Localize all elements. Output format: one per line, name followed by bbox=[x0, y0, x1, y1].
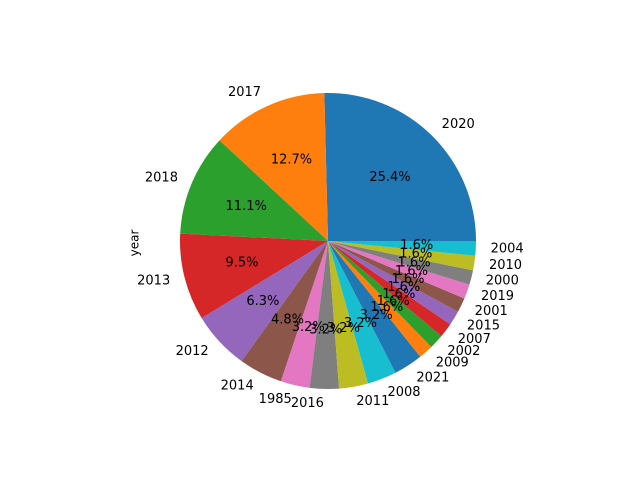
percent-label-2020: 25.4% bbox=[369, 170, 410, 185]
category-label-2004: 2004 bbox=[491, 242, 524, 257]
category-label-2019: 2019 bbox=[481, 289, 514, 304]
pie-labels: 2020 25.4% 2017 12.7% 2018 11.1% 2013 9.5% 2012 6… bbox=[137, 85, 524, 411]
category-label-2016: 2016 bbox=[291, 396, 324, 411]
category-label-2009: 2009 bbox=[436, 356, 469, 371]
pie-slice-2007 bbox=[328, 241, 451, 337]
pie-slice-2016 bbox=[309, 241, 340, 389]
pie-slice-1985 bbox=[280, 241, 328, 388]
category-label-2001: 2001 bbox=[475, 304, 508, 319]
pie-slice-2010 bbox=[328, 241, 476, 271]
y-axis-label: year bbox=[128, 230, 142, 257]
pie-slice-2000 bbox=[328, 241, 474, 285]
percent-label-2000: 1.6% bbox=[398, 255, 431, 270]
percent-label-2002: 1.6% bbox=[377, 294, 410, 309]
pie-slice-2019 bbox=[328, 241, 470, 299]
pie-slice-2021 bbox=[328, 241, 421, 373]
percent-label-2008: 3.2% bbox=[344, 316, 377, 331]
pie-slice-2017 bbox=[219, 93, 328, 242]
percent-label-2021: 3.2% bbox=[360, 308, 393, 323]
pie-slice-2012 bbox=[201, 241, 328, 362]
pie-slice-2013 bbox=[180, 233, 328, 319]
category-label-2018: 2018 bbox=[145, 170, 178, 185]
percent-label-2014: 4.8% bbox=[271, 313, 304, 328]
category-label-2020: 2020 bbox=[442, 117, 475, 132]
percent-label-2007: 1.6% bbox=[382, 287, 415, 302]
percent-label-2009: 1.6% bbox=[370, 300, 403, 315]
pie-slice-2001 bbox=[328, 241, 465, 312]
percent-label-2011: 3.2% bbox=[327, 321, 360, 336]
pie-slices bbox=[180, 92, 476, 389]
percent-label-2001: 1.6% bbox=[391, 272, 424, 287]
category-label-2008: 2008 bbox=[387, 385, 420, 400]
category-label-1985: 1985 bbox=[259, 392, 292, 407]
category-label-2000: 2000 bbox=[486, 274, 519, 289]
category-label-2021: 2021 bbox=[416, 370, 449, 385]
category-label-2002: 2002 bbox=[447, 344, 480, 359]
category-label-2011: 2011 bbox=[356, 394, 389, 409]
percent-label-2017: 12.7% bbox=[271, 153, 312, 168]
category-label-2012: 2012 bbox=[176, 344, 209, 359]
percent-label-2013: 9.5% bbox=[225, 255, 258, 270]
pie-slice-2009 bbox=[328, 241, 432, 357]
percent-label-2019: 1.6% bbox=[395, 264, 428, 279]
pie-slice-2014 bbox=[241, 241, 328, 382]
percent-label-2016: 3.2% bbox=[309, 322, 342, 337]
pie-slice-2015 bbox=[328, 241, 458, 325]
pie-slice-2002 bbox=[328, 241, 442, 347]
percent-label-1985: 3.2% bbox=[292, 320, 325, 335]
pie-slice-2020 bbox=[324, 92, 476, 241]
category-label-2013: 2013 bbox=[137, 274, 170, 289]
pie-slice-2011 bbox=[328, 241, 369, 389]
percent-label-2012: 6.3% bbox=[246, 294, 279, 309]
category-label-2017: 2017 bbox=[228, 85, 261, 100]
category-label-2014: 2014 bbox=[221, 378, 254, 393]
category-label-2007: 2007 bbox=[458, 332, 491, 347]
category-label-2010: 2010 bbox=[489, 258, 522, 273]
percent-label-2018: 11.1% bbox=[226, 199, 267, 214]
percent-label-2015: 1.6% bbox=[387, 280, 420, 295]
category-label-2015: 2015 bbox=[467, 318, 500, 333]
pie-slice-2008 bbox=[328, 241, 396, 384]
percent-label-2004: 1.6% bbox=[400, 238, 433, 253]
percent-label-2010: 1.6% bbox=[399, 247, 432, 262]
pie-slice-2004 bbox=[328, 241, 476, 256]
pie-slice-2018 bbox=[180, 140, 328, 241]
